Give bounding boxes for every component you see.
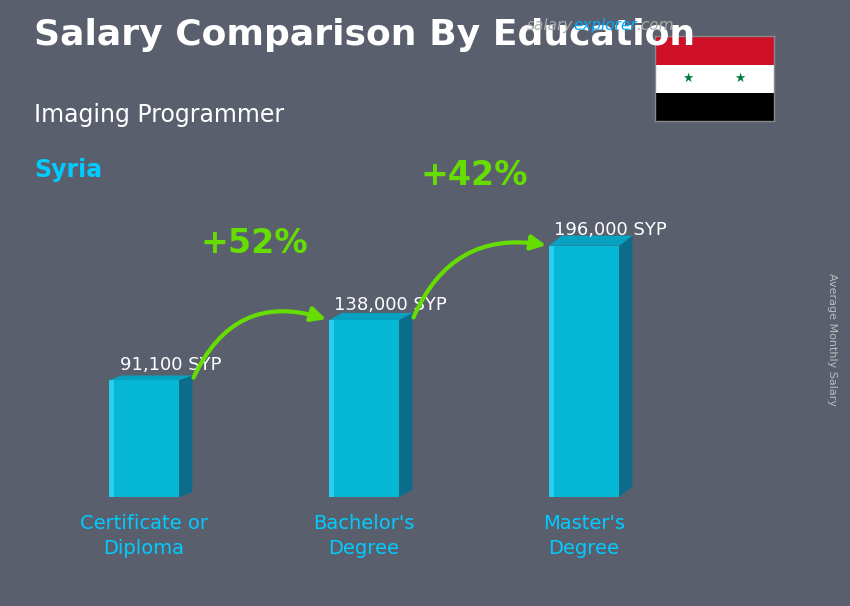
Polygon shape <box>179 376 192 497</box>
Text: Syria: Syria <box>34 158 102 182</box>
Bar <box>329 320 399 497</box>
Text: explorer: explorer <box>574 18 638 33</box>
Bar <box>654 36 774 65</box>
Bar <box>549 245 619 497</box>
Bar <box>549 245 554 497</box>
Bar <box>109 380 115 497</box>
Bar <box>329 320 334 497</box>
Bar <box>109 380 179 497</box>
Text: ★: ★ <box>683 72 694 85</box>
FancyArrowPatch shape <box>194 308 321 378</box>
Text: 196,000 SYP: 196,000 SYP <box>554 221 666 239</box>
Bar <box>654 64 774 93</box>
Text: ★: ★ <box>734 72 745 85</box>
Polygon shape <box>549 236 632 245</box>
Polygon shape <box>329 313 412 320</box>
Polygon shape <box>619 236 632 497</box>
Bar <box>654 93 774 121</box>
Text: Salary Comparison By Education: Salary Comparison By Education <box>34 18 695 52</box>
Polygon shape <box>400 313 412 497</box>
FancyArrowPatch shape <box>413 236 541 318</box>
Text: salary: salary <box>527 18 573 33</box>
Text: 138,000 SYP: 138,000 SYP <box>334 296 447 314</box>
Text: +42%: +42% <box>420 159 528 191</box>
Text: Imaging Programmer: Imaging Programmer <box>34 103 284 127</box>
Text: .com: .com <box>636 18 673 33</box>
Text: 91,100 SYP: 91,100 SYP <box>120 356 221 374</box>
Text: +52%: +52% <box>201 227 308 259</box>
Text: Average Monthly Salary: Average Monthly Salary <box>827 273 837 406</box>
Polygon shape <box>109 376 192 380</box>
